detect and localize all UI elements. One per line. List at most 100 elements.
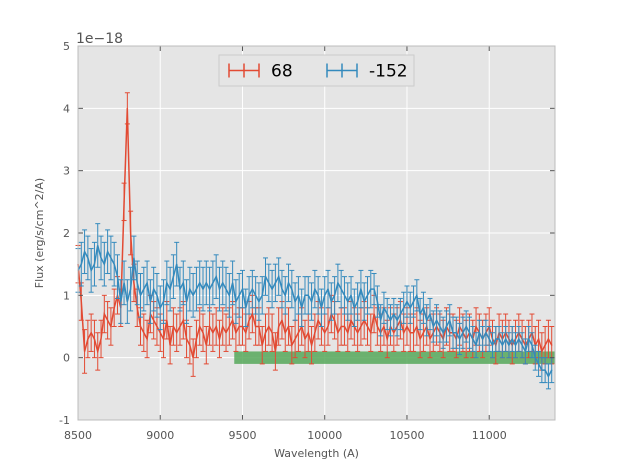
data-point: [403, 307, 405, 309]
data-point: [255, 294, 257, 296]
data-point: [380, 319, 382, 321]
data-point: [528, 338, 530, 340]
data-point: [261, 344, 263, 346]
data-point: [393, 332, 395, 334]
x-tick-label: 10500: [389, 429, 424, 442]
y-tick-label: 2: [63, 227, 70, 240]
data-point: [179, 325, 181, 328]
data-point: [327, 325, 329, 328]
data-point: [159, 332, 161, 334]
y-tick-label: 0: [63, 352, 70, 365]
data-point: [130, 232, 132, 234]
data-point: [153, 288, 155, 290]
x-tick-label: 10000: [307, 429, 342, 442]
data-point: [110, 257, 112, 259]
data-point: [251, 313, 253, 315]
data-point: [360, 325, 362, 328]
data-point: [205, 282, 207, 284]
data-point: [343, 294, 346, 296]
data-point: [83, 251, 86, 253]
data-point: [281, 319, 283, 321]
shaded-band: [234, 351, 556, 364]
data-point: [472, 338, 474, 340]
data-point: [228, 325, 230, 328]
data-point: [166, 282, 168, 284]
data-point: [409, 307, 411, 309]
data-point: [291, 288, 293, 290]
data-point: [143, 332, 145, 334]
data-point: [347, 332, 349, 334]
data-point: [426, 319, 428, 321]
data-point: [403, 332, 405, 334]
data-point: [304, 338, 306, 340]
data-point: [212, 282, 214, 284]
data-point: [185, 338, 188, 340]
data-point: [419, 313, 421, 315]
data-point: [215, 276, 217, 278]
x-tick-label: 8500: [64, 429, 92, 442]
data-point: [281, 288, 283, 290]
data-point: [271, 288, 273, 290]
data-point: [422, 332, 425, 334]
data-point: [485, 332, 487, 334]
data-point: [238, 294, 240, 296]
data-point: [317, 294, 319, 296]
data-point: [97, 350, 99, 353]
data-point: [251, 288, 253, 290]
data-point: [278, 276, 280, 278]
data-point: [274, 350, 276, 353]
data-point: [399, 313, 401, 315]
data-point: [445, 325, 448, 328]
data-point: [442, 332, 444, 334]
data-point: [245, 307, 247, 309]
data-point: [452, 332, 454, 334]
data-point: [169, 344, 171, 346]
data-point: [120, 300, 122, 303]
y-tick-label: 3: [63, 165, 70, 178]
data-point: [294, 338, 296, 340]
data-point: [189, 344, 191, 346]
data-point: [386, 338, 388, 340]
data-point: [113, 307, 115, 309]
data-point: [501, 344, 503, 346]
data-point: [416, 325, 418, 328]
data-point: [534, 357, 536, 359]
data-point: [80, 263, 82, 265]
y-tick-label: 1: [63, 289, 70, 302]
data-point: [333, 294, 336, 296]
data-point: [324, 332, 326, 334]
data-point: [172, 325, 174, 328]
data-point: [126, 300, 128, 303]
data-point: [241, 288, 244, 290]
data-point: [370, 332, 372, 334]
data-point: [429, 313, 431, 315]
data-point: [156, 294, 158, 296]
data-point: [162, 338, 165, 340]
data-point: [495, 338, 497, 340]
data-point: [235, 300, 237, 303]
data-point: [284, 332, 286, 334]
data-point: [468, 332, 471, 334]
data-point: [100, 257, 102, 259]
data-point: [360, 288, 362, 290]
data-point: [162, 300, 165, 303]
data-point: [370, 288, 372, 290]
data-point: [327, 288, 329, 290]
data-point: [235, 332, 237, 334]
data-point: [261, 294, 263, 296]
data-point: [130, 288, 132, 290]
data-point: [310, 300, 313, 303]
data-point: [116, 276, 119, 278]
data-point: [301, 307, 303, 309]
data-point: [248, 319, 250, 321]
y-tick-label: 5: [63, 40, 70, 53]
data-point: [176, 332, 178, 334]
data-point: [192, 294, 194, 296]
x-tick-label: 9500: [228, 429, 256, 442]
data-point: [192, 357, 194, 359]
data-point: [93, 338, 96, 340]
data-point: [337, 332, 339, 334]
x-axis-label: Wavelength (A): [274, 447, 359, 460]
data-point: [531, 344, 533, 346]
series-1: [75, 223, 555, 390]
